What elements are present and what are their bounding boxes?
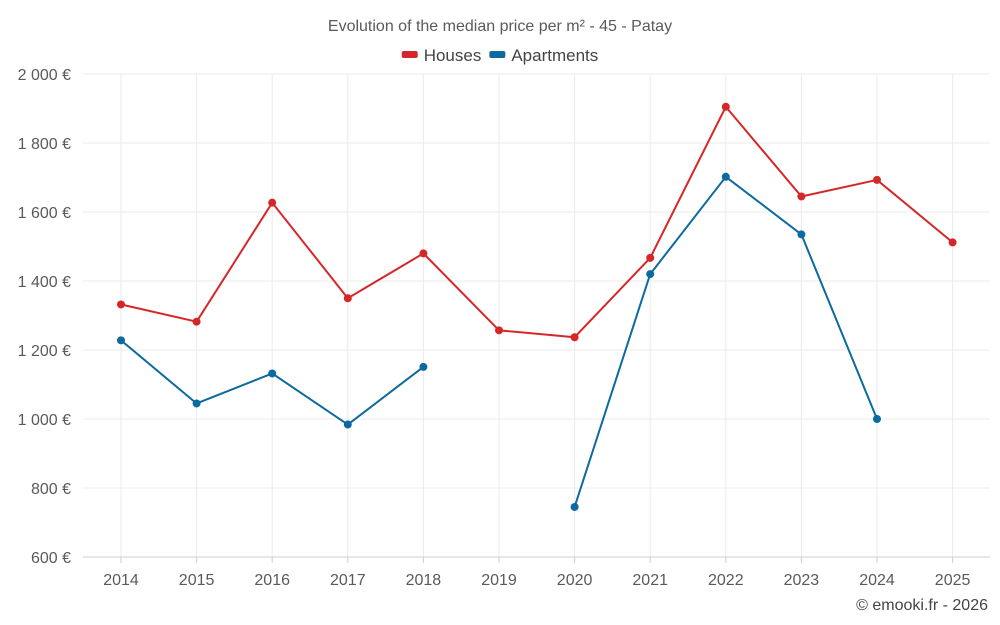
x-tick-label: 2024 (859, 572, 895, 589)
y-tick-label: 1 200 € (18, 343, 71, 360)
legend-label-houses: Houses (424, 46, 482, 65)
apartments-point (721, 172, 730, 181)
apartments-point (873, 415, 881, 423)
legend-item-houses: Houses (401, 46, 482, 65)
x-tick-label: 2016 (254, 572, 290, 589)
houses-point (117, 300, 125, 309)
y-tick-label: 1 600 € (18, 205, 71, 222)
houses-point (646, 253, 655, 262)
houses-point (495, 326, 503, 335)
chart-title: Evolution of the median price per m² - 4… (328, 18, 672, 35)
y-tick-label: 1 400 € (18, 274, 71, 291)
y-tick-label: 1 000 € (18, 412, 71, 429)
houses-point (948, 238, 957, 247)
series-apartments (117, 172, 881, 511)
series-houses (117, 102, 957, 342)
houses-point (721, 102, 730, 111)
y-tick-label: 1 800 € (18, 136, 71, 153)
apartments-point (797, 230, 806, 239)
houses-point (419, 249, 428, 258)
legend-item-apartments: Apartments (489, 46, 598, 65)
apartments-point (192, 399, 201, 408)
y-tick-label: 600 € (31, 550, 71, 567)
apartments-point (419, 362, 428, 371)
axes: 600 € 800 € 1 000 € 1 200 € 1 400 € 1 600 € 1 … (18, 67, 990, 589)
x-tick-label: 2021 (632, 572, 668, 589)
y-tick-label: 2 000 € (18, 67, 71, 84)
apartments-point (570, 502, 579, 511)
series-layer (117, 102, 957, 511)
x-tick-label: 2015 (179, 572, 215, 589)
x-tick-label: 2023 (784, 572, 820, 589)
x-tick-label: 2022 (708, 572, 744, 589)
apartments-point (343, 420, 352, 429)
houses-point (343, 294, 352, 303)
apartments-point (117, 336, 125, 345)
legend-swatch-houses (401, 51, 418, 58)
houses-point (797, 192, 806, 201)
apartments-point (268, 369, 277, 378)
houses-line (120, 105, 954, 339)
houses-point (873, 175, 881, 184)
credit-text: © emooki.fr - 2026 (856, 597, 988, 614)
x-tick-label: 2018 (406, 572, 442, 589)
x-tick-label: 2019 (481, 572, 517, 589)
apartments-point (646, 270, 655, 279)
houses-point (570, 333, 579, 342)
grid (83, 73, 990, 557)
legend-swatch-apartments (489, 51, 506, 58)
legend-label-apartments: Apartments (511, 46, 598, 65)
houses-point (268, 198, 277, 207)
x-tick-label: 2020 (557, 572, 593, 589)
x-tick-label: 2017 (330, 572, 366, 589)
legend: Houses Apartments (401, 46, 598, 65)
x-tick-label: 2025 (935, 572, 971, 589)
x-tick-label: 2014 (103, 572, 139, 589)
y-tick-label: 800 € (31, 481, 71, 498)
houses-point (192, 317, 201, 326)
